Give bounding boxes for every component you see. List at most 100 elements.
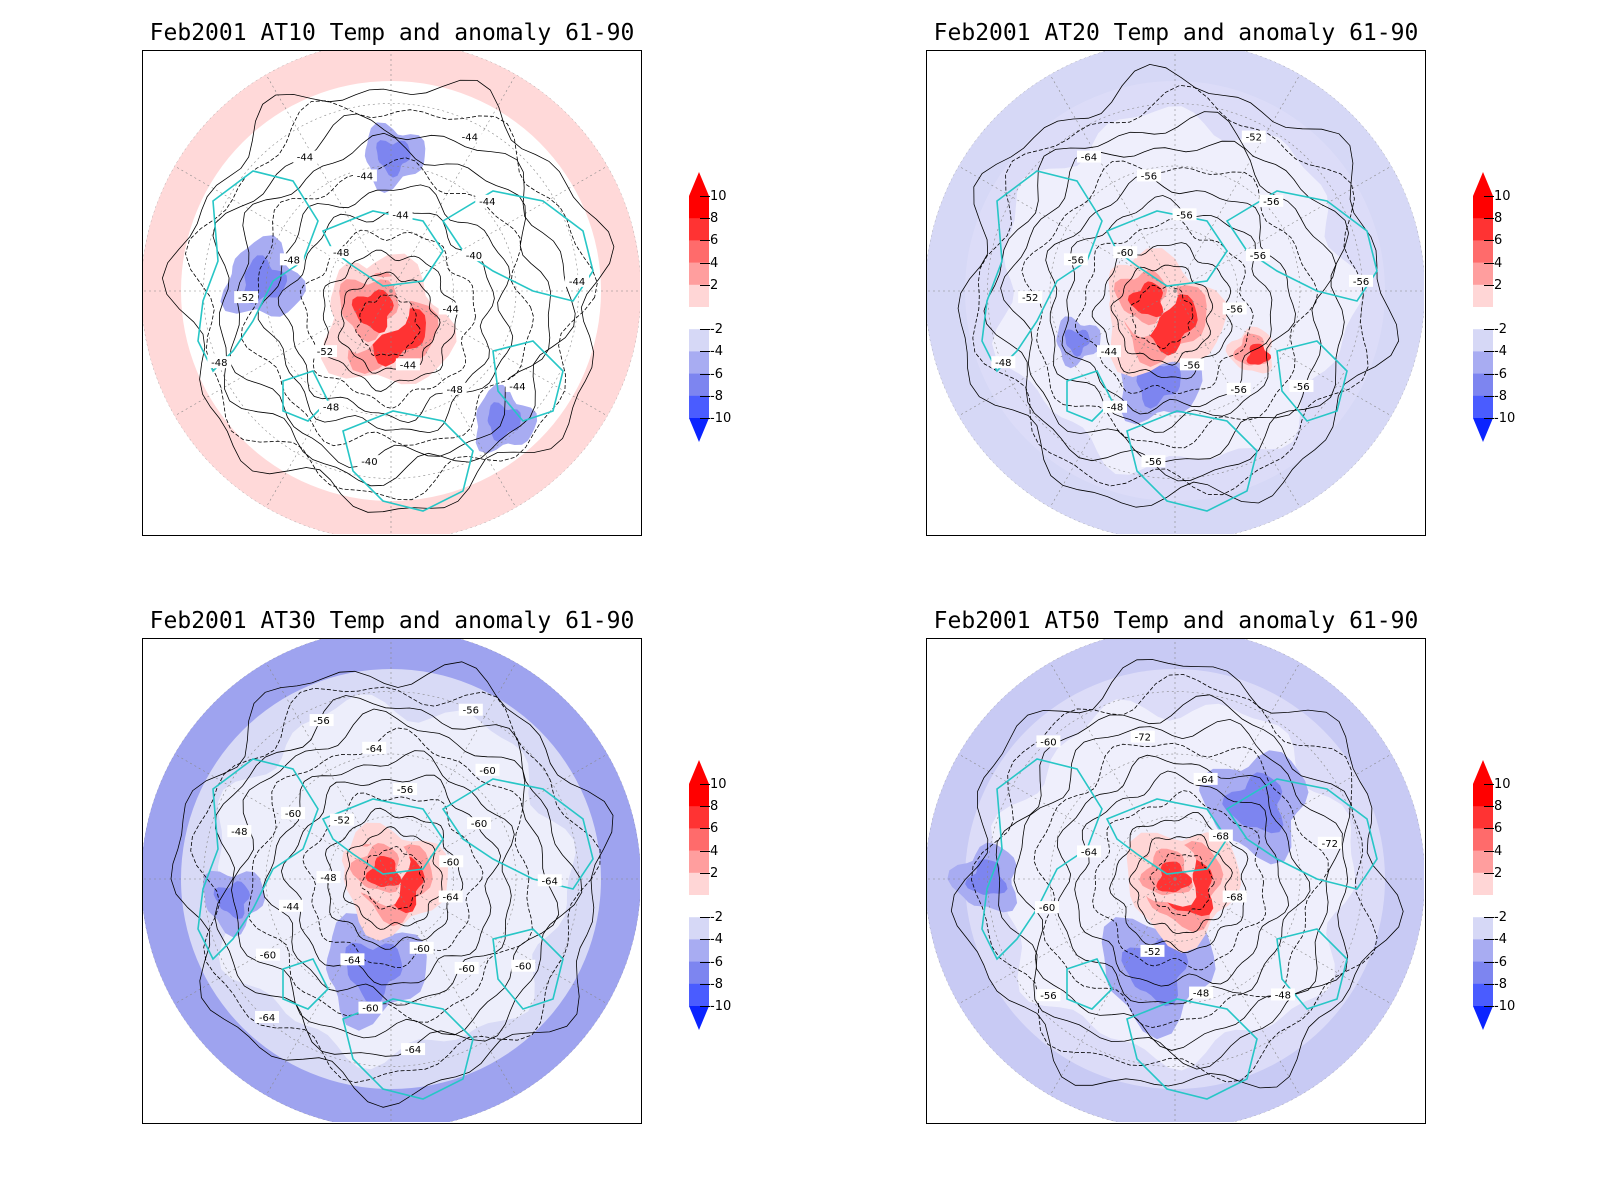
contour-label-bg (1222, 302, 1247, 315)
contour-label-bg (454, 961, 479, 974)
contour-label: -60 (285, 809, 301, 820)
colorbar-swatch (1473, 939, 1493, 963)
contour-label-bg (1096, 345, 1121, 358)
contour-label: -48 (1107, 403, 1123, 414)
map-disk: -44 -44 -48 -44 -40 -48 -52 -48 -52 -48 -48 -44 -44 -… (143, 51, 640, 534)
colorbar-label: 6 (1494, 233, 1503, 249)
colorbar-label: -10 (710, 411, 732, 426)
contour-label: -64 (542, 876, 558, 887)
isotherm-contour (262, 750, 515, 1006)
meridian-line (1049, 74, 1176, 292)
colorbar-tick (700, 329, 710, 331)
contour-label: -56 (463, 706, 479, 717)
contour-label-bg (362, 741, 387, 754)
coastline (981, 170, 1103, 373)
contour-label: -64 (443, 892, 459, 903)
isotherm-contour (1045, 175, 1296, 433)
panel-title: Feb2001 AT30 Temp and anomaly 61-90 (149, 608, 635, 634)
contour-label: -56 (1068, 255, 1084, 266)
colorbar-graphic (689, 172, 709, 442)
colorbar-arrow-bottom (689, 418, 709, 442)
contour-label: -64 (405, 1045, 421, 1056)
meridian-line (265, 74, 392, 292)
isotherm-contour (972, 84, 1369, 496)
colorbar-swatch (689, 961, 709, 985)
meridian-line (1049, 290, 1176, 508)
colorbar-swatch (689, 917, 709, 940)
coastline (1066, 370, 1113, 422)
contour-label-bg (358, 1001, 383, 1014)
meridian-line (174, 165, 392, 292)
colorbar-tick (1484, 373, 1494, 375)
contour-label: -40 (361, 457, 377, 468)
colorbar-label: -8 (1494, 976, 1507, 992)
coastline (1126, 998, 1258, 1100)
colorbar-swatch (689, 983, 709, 1007)
contour-label: -64 (1081, 847, 1097, 858)
colorbar-label: 4 (1494, 255, 1503, 271)
map-disk: -68 -48 -48 -52 -56 -60 -64 -60 -72 -64 -68 -72 (927, 639, 1424, 1122)
colorbar-label: -4 (1494, 344, 1507, 360)
colorbar-swatch (689, 307, 709, 330)
colorbar-label: -8 (1494, 388, 1507, 404)
contour-label-bg (395, 358, 420, 371)
map-disk: -64 -60 -60 -60 -64 -60 -64 -64 -60 -44 -48 -48 -60 -… (143, 639, 640, 1122)
contour-label-bg (1130, 730, 1155, 743)
colorbar-label: 2 (1494, 865, 1503, 881)
polar-map-at10: -44 -44 -48 -44 -40 -48 -52 -48 -52 -48 -48 -44 -44 -… (143, 51, 640, 534)
isotherm-contour (957, 63, 1400, 508)
map-frame: -56 -56 -56 -56 -56 -48 -44 -48 -52 -56 -60 -64 -56 -… (926, 50, 1426, 536)
contour-label: -48 (995, 358, 1011, 369)
contour-label-bg (1063, 253, 1088, 266)
colorbar-tick (1484, 806, 1494, 808)
contour-label: -56 (1250, 251, 1266, 262)
contour-label: -60 (1039, 903, 1055, 914)
contour-label-bg (1140, 944, 1165, 957)
contour-label-bg (292, 150, 317, 163)
contour-label: -48 (231, 827, 247, 838)
colorbar-tick (700, 850, 710, 852)
isotherm-contour (322, 249, 459, 392)
meridian-line (390, 662, 517, 880)
isotherm-contour (995, 694, 1351, 1070)
colorbar-label: 2 (710, 277, 719, 293)
meridian-line (1049, 878, 1176, 1096)
colorbar-tick (1484, 329, 1494, 331)
contour-label-bg (1076, 150, 1101, 163)
contour-label: -56 (397, 785, 413, 796)
panel-title: Feb2001 AT50 Temp and anomaly 61-90 (933, 608, 1419, 634)
colorbar-label: 6 (1494, 821, 1503, 837)
colorbar-tick (700, 1006, 710, 1007)
colorbar-label: -2 (710, 910, 723, 926)
colorbar-label: -4 (710, 932, 723, 948)
isotherm-contour (1056, 754, 1311, 1005)
colorbar-tick (1484, 218, 1494, 220)
polar-map-at30: -64 -60 -60 -60 -64 -60 -64 -64 -60 -44 -48 -48 -60 -… (143, 639, 640, 1122)
colorbar-swatch (689, 196, 709, 219)
contour-label: -48 (1193, 989, 1209, 1000)
cold-anomaly-core (1064, 329, 1090, 357)
contour-label: -44 (1101, 347, 1117, 358)
isotherm-contour (1013, 718, 1343, 1051)
meridian-line (174, 878, 392, 1005)
colorbar-arrow-bottom (1473, 418, 1493, 442)
map-frame: -44 -44 -48 -44 -40 -48 -52 -48 -52 -48 -48 -44 -44 -… (142, 50, 642, 536)
isotherm-contour (1110, 264, 1214, 366)
colorbar-tick (700, 784, 710, 785)
contour-label: -56 (1176, 210, 1192, 221)
colorbar-label: -8 (710, 388, 723, 404)
isotherm-contour (1128, 834, 1233, 934)
contour-label-bg (461, 249, 486, 262)
contour-label: -48 (211, 358, 227, 369)
coastline (1276, 928, 1348, 1010)
contour-label: -64 (1081, 153, 1097, 164)
colorbar-label: 6 (710, 821, 719, 837)
contour-label: -48 (284, 255, 300, 266)
isotherm-contour (161, 79, 615, 513)
contour-label-bg (1018, 291, 1043, 304)
contour-label: -44 (443, 304, 459, 315)
isotherm-contour (240, 157, 535, 447)
colorbar-label: 8 (1494, 799, 1503, 815)
colorbar-tick (1484, 872, 1494, 874)
cold-anomaly-core (487, 402, 521, 442)
